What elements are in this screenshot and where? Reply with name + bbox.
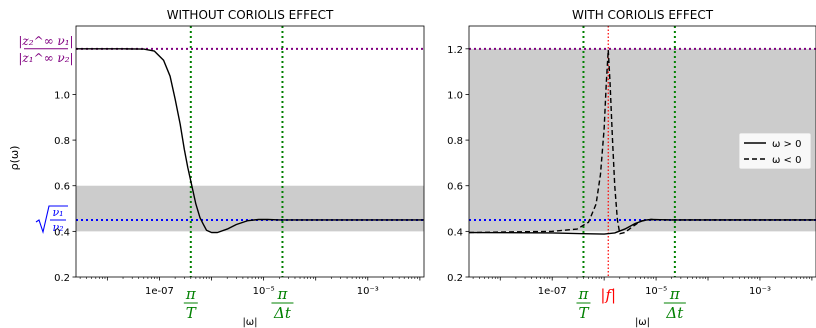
legend-label: ω > 0 — [772, 139, 801, 150]
series-line-positive — [76, 48, 424, 234]
marker-label-pi_dt-num: π — [669, 285, 681, 303]
marker-label-pi_dt-num: π — [277, 285, 289, 303]
x-tick-label: 10⁻⁵ — [645, 286, 667, 297]
marker-label-pi_T-den: T — [186, 304, 197, 322]
upper-ref-label: |z₂^∞ ν₁| |z₁^∞ ν₂| — [18, 34, 73, 65]
marker-label-f: |f| — [600, 286, 616, 304]
series-line-negative — [469, 49, 816, 235]
axes-frame — [468, 25, 816, 278]
upper-ref-denominator: |z₁^∞ ν₂| — [18, 51, 73, 65]
lower-ref-denominator: ν₂ — [52, 221, 63, 234]
upper-ref-numerator: |z₂^∞ ν₁| — [18, 34, 73, 48]
marker-label-pi_T-num: π — [185, 285, 197, 303]
y-tick-label: 0.8 — [54, 136, 70, 147]
marker-label-pi_dt-den: Δt — [273, 304, 292, 322]
y-tick-label: 1.2 — [447, 45, 463, 56]
panel-title: WITHOUT CORIOLIS EFFECT — [167, 8, 334, 22]
y-tick-label: 0.6 — [447, 182, 463, 193]
x-tick-label: 1e-07 — [145, 286, 174, 297]
y-tick-label: 0.8 — [447, 136, 463, 147]
x-tick-label: 10⁻⁵ — [253, 286, 275, 297]
lower-ref-numerator: ν₁ — [52, 206, 63, 219]
x-tick-label: 1e-07 — [538, 286, 567, 297]
y-tick-label: 0.2 — [447, 273, 463, 284]
y-tick-label: 1.0 — [447, 90, 463, 101]
legend-label: ω < 0 — [772, 155, 801, 166]
x-tick-label: 10⁻³ — [749, 286, 771, 297]
marker-label-pi_T-den: T — [578, 304, 589, 322]
y-tick-label: 1.0 — [54, 90, 70, 101]
y-axis-label: ρ(ω) — [8, 146, 21, 171]
x-axis-label: |ω| — [242, 317, 257, 328]
x-axis-label: |ω| — [635, 317, 650, 328]
y-tick-label: 0.2 — [54, 273, 70, 284]
lower-ref-label: ν₁ ν₂ — [35, 205, 68, 235]
series-line-positive — [469, 218, 816, 235]
y-tick-label: 0.4 — [447, 227, 463, 238]
x-tick-label: 10⁻³ — [357, 286, 379, 297]
sqrt-sign — [35, 205, 68, 235]
y-tick-label: 0.4 — [54, 227, 70, 238]
axes-frame — [75, 25, 425, 278]
y-tick-label: 0.6 — [54, 182, 70, 193]
panel-without-coriolis: WITHOUT CORIOLIS EFFECTπTπΔt0.20.40.60.8… — [54, 8, 425, 328]
legend-box — [738, 132, 812, 170]
marker-label-pi_dt-den: Δt — [665, 304, 684, 322]
shaded-band — [76, 185, 424, 232]
marker-label-pi_T-num: π — [578, 285, 590, 303]
panel-title: WITH CORIOLIS EFFECT — [572, 8, 714, 22]
